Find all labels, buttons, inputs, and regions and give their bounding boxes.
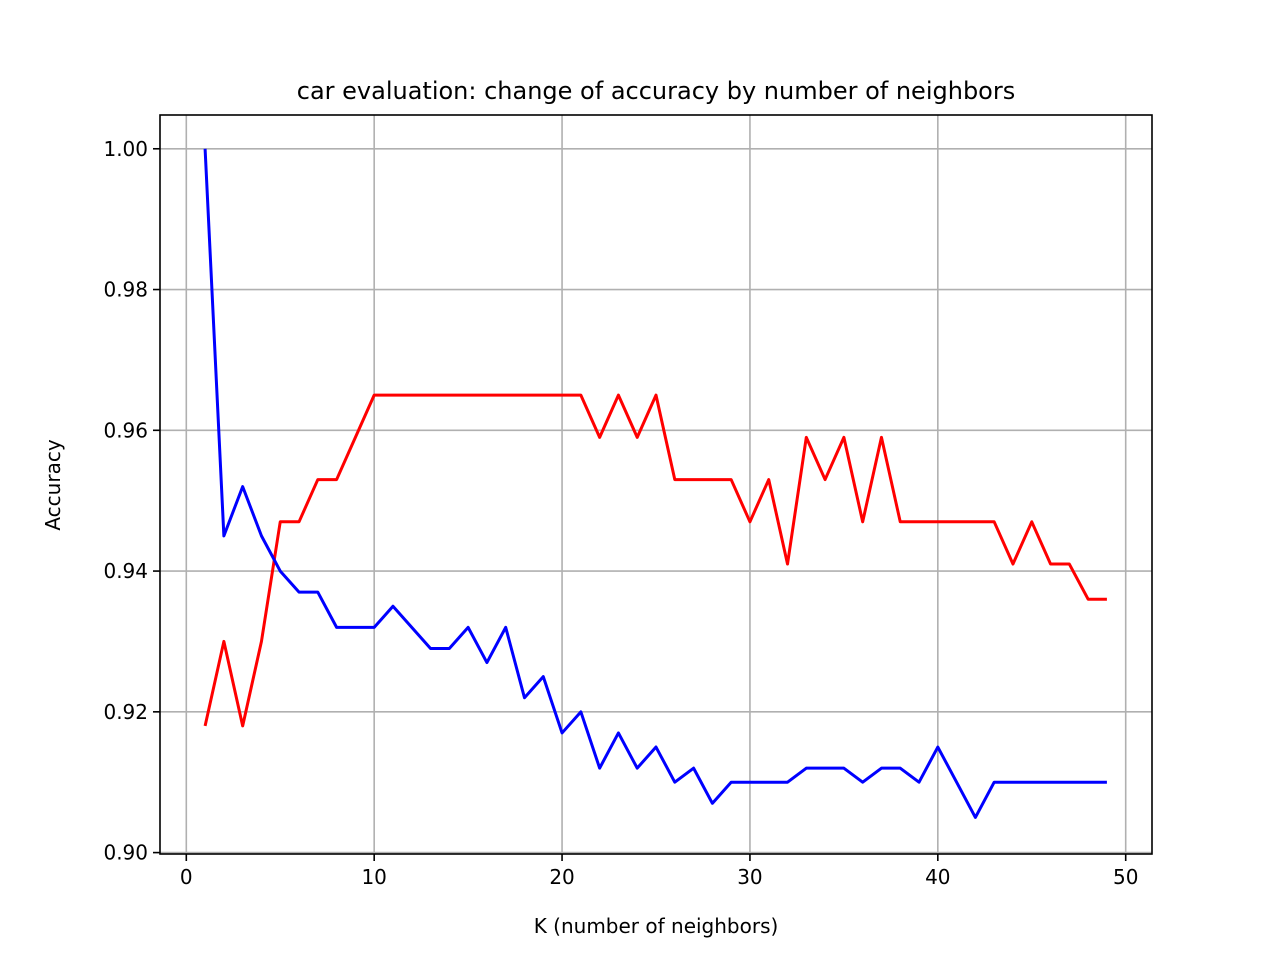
x-tick-label: 10	[361, 865, 386, 889]
x-tick-label: 30	[737, 865, 762, 889]
x-tick-label: 40	[925, 865, 950, 889]
y-tick-label: 0.98	[103, 278, 148, 302]
plot-frame	[159, 114, 1153, 855]
x-tick-label: 50	[1113, 865, 1138, 889]
y-tick-label: 0.90	[103, 841, 148, 865]
y-axis-label: Accuracy	[41, 439, 65, 530]
chart-title: car evaluation: change of accuracy by nu…	[297, 77, 1015, 105]
series-layer	[203, 148, 1107, 819]
blue-series-line	[203, 148, 1107, 819]
x-tick-label: 20	[549, 865, 574, 889]
y-tick-label: 1.00	[103, 137, 148, 161]
y-tick-label: 0.92	[103, 700, 148, 724]
y-tick-label: 0.94	[103, 559, 148, 583]
grid-layer	[160, 115, 1152, 854]
tick-layer: 0 10 20 30 40 50 0.90 0.92 0.94 0.96 0.98 1.00	[103, 137, 1138, 889]
y-tick-label: 0.96	[103, 418, 148, 442]
x-tick-label: 0	[180, 865, 193, 889]
red-series-line	[203, 393, 1107, 728]
x-axis-label: K (number of neighbors)	[534, 914, 779, 938]
